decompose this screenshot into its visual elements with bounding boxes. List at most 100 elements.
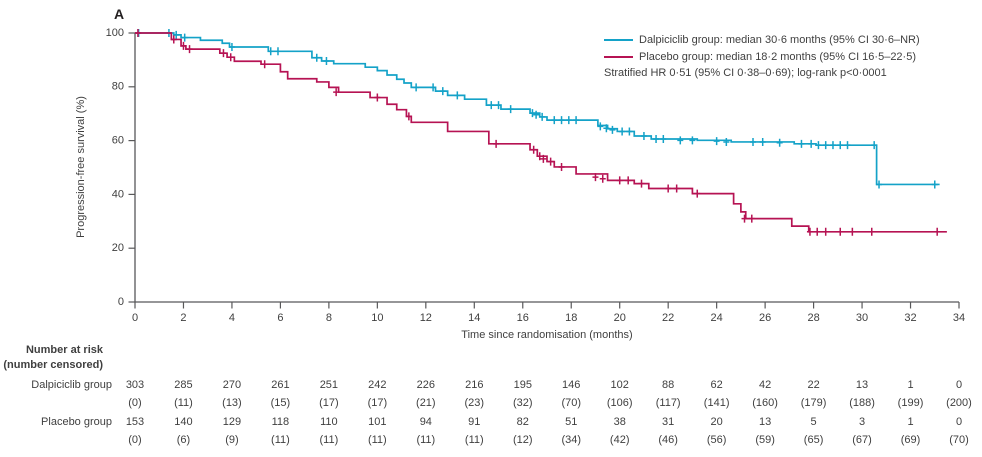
censor-mark	[180, 41, 187, 50]
risk-value: 242	[368, 379, 386, 391]
censor-mark	[713, 137, 720, 146]
risk-value: 146	[562, 379, 580, 391]
risk-row-label-dalpiciclib: Dalpiciclib group	[31, 379, 112, 391]
risk-value: 82	[517, 416, 529, 428]
censored-value: (34)	[561, 434, 581, 446]
censor-mark	[488, 101, 495, 110]
censor-mark	[673, 184, 680, 193]
censor-mark	[625, 176, 632, 185]
censor-mark	[597, 122, 604, 131]
censor-mark	[186, 45, 193, 54]
risk-value: 226	[417, 379, 435, 391]
censor-mark	[592, 173, 599, 182]
censored-value: (179)	[801, 397, 827, 409]
censored-value: (141)	[704, 397, 730, 409]
censor-mark	[533, 110, 540, 119]
censor-mark	[849, 227, 856, 236]
censor-mark	[626, 127, 633, 136]
censor-mark	[573, 116, 580, 125]
risk-value: 31	[662, 416, 674, 428]
censor-mark	[405, 112, 412, 121]
censor-mark	[551, 116, 558, 125]
censor-mark	[529, 109, 536, 118]
x-tick-label: 6	[277, 312, 283, 324]
censor-mark	[430, 83, 437, 92]
censored-value: (42)	[610, 434, 630, 446]
censor-mark	[837, 227, 844, 236]
censor-mark	[814, 227, 821, 236]
legend-label-placebo: Placebo group: median 18·2 months (95% C…	[639, 50, 916, 63]
censor-mark	[413, 83, 420, 92]
censor-mark	[181, 33, 188, 42]
censored-value: (188)	[849, 397, 875, 409]
risk-value: 3	[859, 416, 865, 428]
x-tick-label: 24	[711, 312, 723, 324]
censored-value: (23)	[465, 397, 485, 409]
censor-mark	[806, 227, 813, 236]
censor-mark	[267, 47, 274, 56]
censored-value: (11)	[271, 434, 290, 446]
censor-mark	[653, 134, 660, 143]
censor-mark	[565, 116, 572, 125]
risk-table-header-1: Number at risk	[25, 344, 103, 356]
censor-mark	[261, 60, 268, 69]
legend-entry-dalpiciclib: Dalpiciclib group: median 30·6 months (9…	[604, 32, 920, 49]
censored-value: (12)	[513, 434, 533, 446]
censor-mark	[374, 93, 381, 102]
risk-value: 88	[662, 379, 674, 391]
censor-mark	[228, 42, 235, 51]
censor-mark	[638, 179, 645, 188]
censor-mark	[616, 176, 623, 185]
censor-mark	[665, 184, 672, 193]
risk-value: 62	[711, 379, 723, 391]
censor-mark	[220, 49, 227, 58]
risk-value: 285	[174, 379, 192, 391]
censored-value: (17)	[319, 397, 339, 409]
censor-mark	[868, 227, 875, 236]
risk-value: 91	[468, 416, 480, 428]
x-tick-label: 26	[759, 312, 771, 324]
censored-value: (9)	[225, 434, 238, 446]
censor-mark	[750, 137, 756, 146]
x-tick-label: 0	[132, 312, 138, 324]
censored-value: (11)	[465, 434, 484, 446]
censor-mark	[454, 91, 461, 100]
censor-mark	[558, 162, 565, 171]
x-axis-title: Time since randomisation (months)	[461, 329, 633, 341]
censored-value: (11)	[368, 434, 387, 446]
y-tick-label: 20	[112, 242, 124, 254]
censor-mark	[507, 105, 514, 114]
censor-mark	[547, 157, 554, 166]
x-tick-label: 18	[565, 312, 577, 324]
risk-value: 102	[611, 379, 629, 391]
censor-mark	[837, 141, 844, 150]
censor-mark	[876, 180, 883, 189]
censored-value: (69)	[901, 434, 921, 446]
x-tick-label: 2	[180, 312, 186, 324]
censor-mark	[934, 227, 941, 236]
censor-mark	[723, 137, 730, 146]
censor-mark	[815, 141, 822, 150]
censor-mark	[609, 125, 616, 134]
risk-value: 303	[126, 379, 144, 391]
risk-value: 251	[320, 379, 338, 391]
censor-mark	[689, 136, 696, 145]
censored-value: (17)	[368, 397, 388, 409]
legend-entry-placebo: Placebo group: median 18·2 months (95% C…	[604, 49, 920, 66]
censor-mark	[540, 154, 547, 163]
x-tick-label: 32	[904, 312, 916, 324]
censored-value: (11)	[416, 434, 435, 446]
censor-mark	[759, 137, 766, 146]
risk-value: 20	[711, 416, 723, 428]
censored-value: (70)	[949, 434, 969, 446]
x-tick-label: 10	[371, 312, 383, 324]
censored-value: (32)	[513, 397, 533, 409]
censored-value: (160)	[752, 397, 778, 409]
x-tick-label: 16	[517, 312, 529, 324]
x-tick-label: 28	[807, 312, 819, 324]
panel-label: A	[114, 6, 125, 22]
censor-mark	[439, 87, 446, 96]
censored-value: (67)	[852, 434, 872, 446]
